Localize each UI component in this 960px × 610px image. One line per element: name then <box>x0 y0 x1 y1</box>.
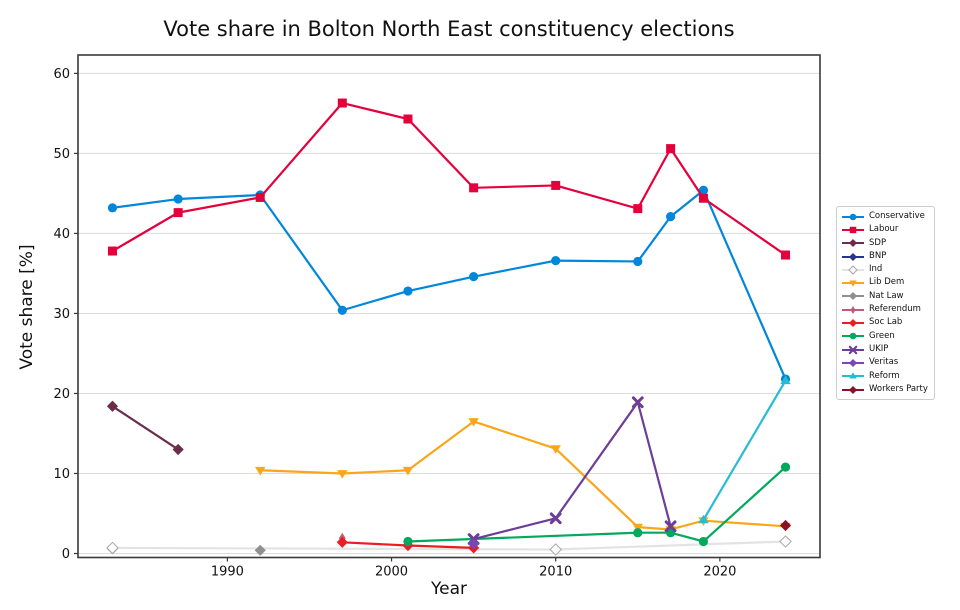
legend-item-ind: Ind <box>841 263 928 276</box>
y-tick-label: 50 <box>53 147 70 162</box>
series-lib-dem <box>255 418 791 535</box>
series-sdp <box>106 400 184 456</box>
legend-swatch-bnp <box>842 252 864 261</box>
legend-item-veritas: Veritas <box>841 356 928 369</box>
legend-item-labour: Labour <box>841 223 928 236</box>
legend-swatch-ind <box>842 265 864 275</box>
y-tick-label: 30 <box>53 307 70 322</box>
chart-title: Vote share in Bolton North East constitu… <box>163 17 735 41</box>
y-tick-label: 20 <box>53 387 70 402</box>
series-veritas <box>468 538 480 550</box>
y-tick-label: 0 <box>62 547 70 562</box>
legend-swatch-green <box>842 333 864 340</box>
legend-item-workers-party: Workers Party <box>841 383 928 396</box>
legend-swatch-labour <box>842 226 864 234</box>
series-ind <box>106 535 792 556</box>
legend-label: Ind <box>869 264 883 275</box>
legend-label: Veritas <box>869 357 899 368</box>
x-tick-label: 2020 <box>703 565 736 580</box>
x-tick-label: 2010 <box>539 565 572 580</box>
plot-frame <box>77 54 821 559</box>
series-labour <box>107 98 791 260</box>
legend-label: Referendum <box>869 304 921 315</box>
legend-swatch-nat-law <box>842 292 864 301</box>
legend-swatch-sdp <box>842 239 864 248</box>
series-green <box>403 462 791 547</box>
legend-label: BNP <box>869 250 887 261</box>
legend-swatch-workers-party <box>842 385 864 394</box>
legend-label: Lib Dem <box>869 277 905 288</box>
legend-item-referendum: Referendum <box>841 303 928 316</box>
x-tick-label: 1990 <box>211 565 244 580</box>
legend-swatch-conservative <box>842 213 864 220</box>
y-tick-label: 10 <box>53 467 70 482</box>
legend-item-soc-lab: Soc Lab <box>841 316 928 329</box>
legend-item-nat-law: Nat Law <box>841 290 928 303</box>
legend-swatch-soc-lab <box>842 318 864 328</box>
legend-swatch-reform <box>842 372 864 379</box>
legend-label: SDP <box>869 237 887 248</box>
series-nat-law <box>254 544 266 556</box>
legend-item-reform: Reform <box>841 370 928 383</box>
legend-label: Conservative <box>869 211 925 221</box>
x-tick-label: 2000 <box>375 565 408 580</box>
series-workers-party <box>779 519 792 532</box>
legend: Conservative Labour SDP BNP Ind Lib Dem Nat La… <box>836 206 935 401</box>
legend-label: Nat Law <box>869 290 904 301</box>
legend-item-sdp: SDP <box>841 237 928 250</box>
series-ukip <box>467 396 677 545</box>
y-axis-label: Vote share [%] <box>17 244 37 370</box>
legend-label: Workers Party <box>869 383 928 394</box>
legend-item-bnp: BNP <box>841 250 928 263</box>
legend-swatch-referendum <box>842 305 864 314</box>
legend-item-ukip: UKIP <box>841 343 928 356</box>
legend-label: Labour <box>869 224 899 235</box>
legend-swatch-veritas <box>842 358 864 367</box>
legend-item-conservative: Conservative <box>841 210 928 223</box>
y-tick-label: 60 <box>53 67 70 82</box>
legend-swatch-lib-dem <box>842 280 864 287</box>
legend-item-lib-dem: Lib Dem <box>841 276 928 289</box>
x-axis-label: Year <box>431 579 467 599</box>
series-conservative <box>107 185 791 384</box>
legend-label: Reform <box>869 370 900 381</box>
y-tick-label: 40 <box>53 227 70 242</box>
legend-item-green: Green <box>841 330 928 343</box>
legend-label: Soc Lab <box>869 317 903 328</box>
series-reform <box>698 375 791 524</box>
legend-label: UKIP <box>869 343 889 354</box>
legend-swatch-ukip <box>842 345 864 354</box>
legend-label: Green <box>869 330 895 341</box>
